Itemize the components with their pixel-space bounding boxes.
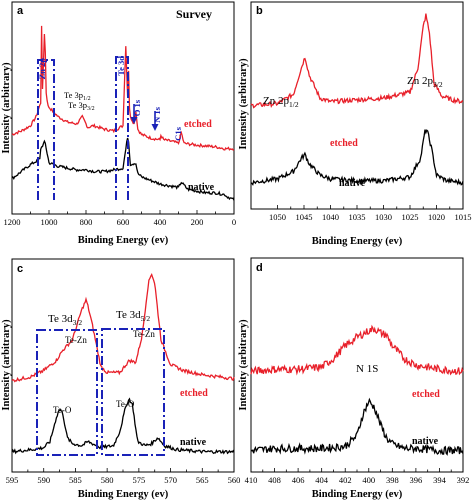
te3d52-box bbox=[101, 328, 165, 456]
panel-a-xtick-label: 1200 bbox=[4, 217, 21, 227]
panel-c-etched-label: etched bbox=[180, 388, 208, 399]
panel-d-xtick-label: 404 bbox=[315, 475, 329, 485]
panel-d-ylabel: Intensity (arbitrary) bbox=[238, 319, 249, 411]
panel-c-xtick-label: 580 bbox=[101, 475, 114, 485]
panel-a-title: Survey bbox=[176, 7, 212, 21]
o1s-label: O 1s bbox=[132, 99, 142, 116]
panel-d-xtick-label: 400 bbox=[362, 475, 375, 485]
panel-a-xtick-label: 0 bbox=[232, 217, 236, 227]
panel-b-xtick-label: 1030 bbox=[375, 212, 392, 222]
panel-d-plot bbox=[250, 324, 464, 456]
n1s-label: N 1s bbox=[152, 106, 162, 123]
panel-d-xtick-label: 406 bbox=[292, 475, 305, 485]
panel-a-xtick-label: 200 bbox=[191, 217, 204, 227]
panel-a-xtick-label: 800 bbox=[80, 217, 93, 227]
te3d32-label: Te 3d3/2 bbox=[48, 313, 82, 327]
zn2p12-label: Zn 2p1/2 bbox=[263, 95, 299, 109]
panel-d-xlabel: Binding Energy (ev) bbox=[312, 489, 403, 500]
panel-b-xtick-label: 1050 bbox=[269, 212, 286, 222]
panel-b-native-label: native bbox=[339, 178, 366, 189]
te3d-box bbox=[115, 56, 129, 200]
panel-b-native-line bbox=[250, 129, 464, 186]
panel-a-xlabel: Binding Energy (ev) bbox=[78, 235, 169, 246]
panel-c-native-line bbox=[11, 397, 235, 455]
panel-d-ticks: 410 408 406 404 402 400 398 396 394 392 bbox=[245, 468, 470, 485]
panel-c-xtick-label: 590 bbox=[37, 475, 50, 485]
panel-b-ticks: 1050 1045 1040 1035 1030 1025 1020 1015 bbox=[269, 205, 472, 222]
panel-a-xtick-label: 400 bbox=[154, 217, 167, 227]
panel-b-ylabel: Intensity (arbitrary) bbox=[238, 58, 249, 150]
zn2p-box bbox=[37, 59, 55, 200]
o1s-arrow-head bbox=[130, 117, 138, 124]
panel-b-xtick-label: 1040 bbox=[322, 212, 339, 222]
panel-c-xtick-label: 565 bbox=[196, 475, 209, 485]
panel-b-etched-label: etched bbox=[330, 138, 358, 149]
panel-d-letter: d bbox=[256, 262, 263, 274]
te3d-label: Te 3d bbox=[116, 56, 126, 76]
panel-a-letter: a bbox=[17, 5, 24, 17]
zn2p32-label: Zn 2p3/2 bbox=[407, 75, 443, 89]
panel-c-ticks: 595 590 585 580 575 570 565 560 bbox=[6, 468, 241, 485]
panel-b-xtick-label: 1045 bbox=[296, 212, 313, 222]
panel-b-xtick-label: 1025 bbox=[402, 212, 419, 222]
panel-b-letter: b bbox=[256, 5, 263, 17]
panel-d-xtick-label: 392 bbox=[457, 475, 470, 485]
panel-b-xtick-label: 1015 bbox=[455, 212, 472, 222]
panel-a-ylabel: Intensity (arbitrary) bbox=[1, 62, 12, 154]
panel-c-etched-line bbox=[11, 272, 235, 383]
zn2p-label: Zn 2p bbox=[37, 58, 47, 80]
panel-d-xtick-label: 394 bbox=[433, 475, 447, 485]
panel-d: 410 408 406 404 402 400 398 396 394 392 d N 1S et… bbox=[238, 257, 470, 500]
panel-d-xtick-label: 402 bbox=[339, 475, 352, 485]
tezn2-label: Te-Zn bbox=[133, 329, 155, 339]
panel-a-xtick-label: 600 bbox=[117, 217, 130, 227]
panel-d-native-label: native bbox=[412, 436, 439, 447]
panel-d-etched-label: etched bbox=[412, 389, 440, 400]
panel-a: 1200 1000 800 600 400 200 0 a Survey Zn 2p Te … bbox=[1, 1, 236, 246]
n1s-arrow-head bbox=[151, 124, 159, 131]
panel-b-etched-line bbox=[250, 13, 464, 109]
panel-a-plot bbox=[11, 25, 235, 201]
panel-a-xtick-label: 1000 bbox=[41, 217, 58, 227]
te3d32-box bbox=[36, 329, 98, 456]
panel-c-xtick-label: 575 bbox=[132, 475, 145, 485]
panel-c-xtick-label: 570 bbox=[164, 475, 177, 485]
panel-d-xtick-label: 396 bbox=[410, 475, 423, 485]
panel-b-plot bbox=[250, 13, 464, 186]
panel-c-xtick-label: 560 bbox=[228, 475, 241, 485]
c1s-label: C1s bbox=[173, 126, 183, 140]
panel-a-native-label: native bbox=[188, 182, 215, 193]
panel-a-native-line bbox=[11, 137, 235, 201]
tezn1-label: Te-Zn bbox=[65, 335, 87, 345]
panel-b-xtick-label: 1035 bbox=[349, 212, 366, 222]
panel-b-xtick-label: 1020 bbox=[428, 212, 445, 222]
panel-c-native-label: native bbox=[180, 437, 207, 448]
panel-b: 1050 1045 1040 1035 1030 1025 1020 1015 b Zn 2p… bbox=[238, 1, 472, 247]
panel-c-xtick-label: 595 bbox=[6, 475, 19, 485]
panel-d-etched-line bbox=[250, 324, 464, 376]
panel-c-plot bbox=[11, 272, 235, 455]
panel-d-native-line bbox=[250, 397, 464, 456]
panel-c-ylabel: Intensity (arbitrary) bbox=[1, 319, 12, 411]
panel-d-xtick-label: 398 bbox=[386, 475, 399, 485]
panel-d-xtick-label: 408 bbox=[268, 475, 281, 485]
n1s-peak-label: N 1S bbox=[356, 363, 378, 375]
panel-c-xlabel: Binding Energy (ev) bbox=[78, 489, 169, 500]
panel-b-xlabel: Binding Energy (ev) bbox=[312, 236, 403, 247]
panel-a-ticks: 1200 1000 800 600 400 200 0 bbox=[4, 210, 236, 227]
panel-c-xtick-label: 585 bbox=[69, 475, 82, 485]
teo1-label: Te-O bbox=[53, 405, 72, 415]
teo2-label: Te-O bbox=[116, 399, 135, 409]
panel-c: 595 590 585 580 575 570 565 560 c Te 3d3/2 Te 3… bbox=[1, 258, 241, 500]
panel-a-etched-label: etched bbox=[184, 119, 212, 130]
panel-d-xtick-label: 410 bbox=[245, 475, 258, 485]
panel-c-letter: c bbox=[17, 263, 23, 275]
panel-a-etched-line bbox=[11, 25, 235, 151]
